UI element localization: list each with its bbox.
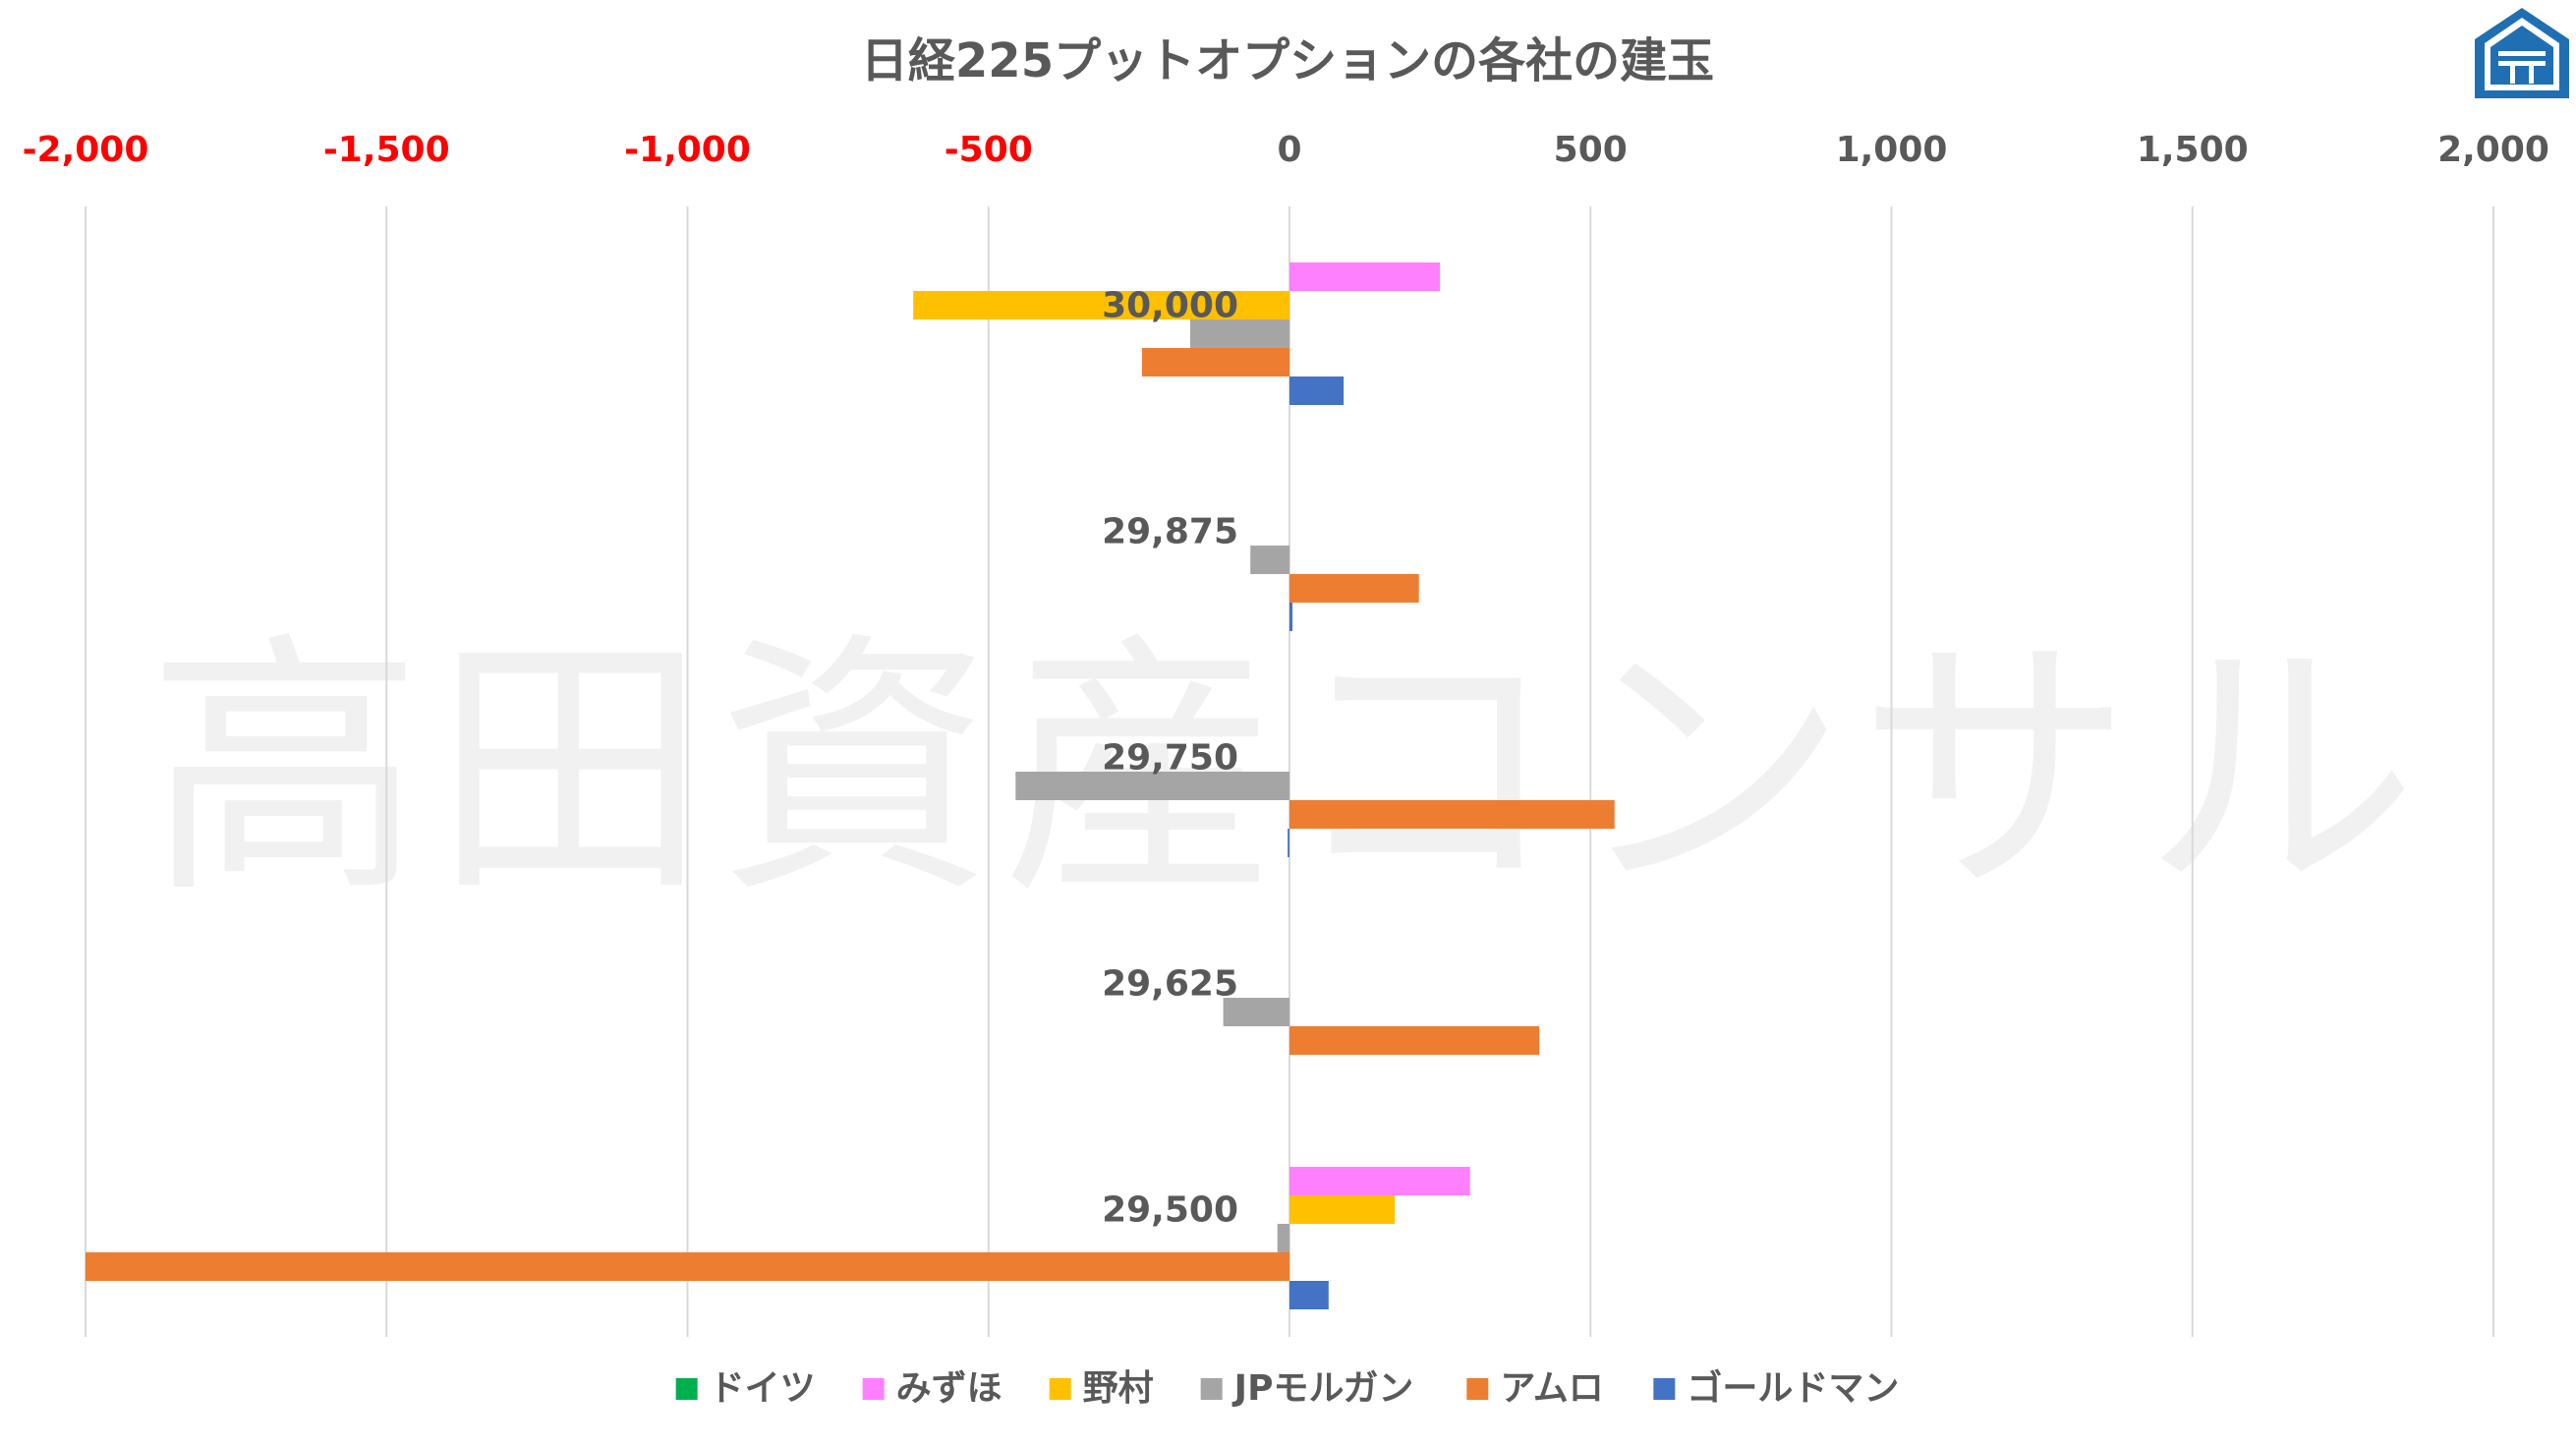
x-tick-label: -1,500 bbox=[323, 130, 450, 170]
x-tick-label: 500 bbox=[1554, 130, 1628, 170]
bar-29500-ゴールドマン bbox=[1289, 1281, 1329, 1309]
bar-30000-みずほ bbox=[1289, 262, 1441, 291]
chart-title: 日経225プットオプションの各社の建玉 bbox=[861, 33, 1714, 88]
bar-29875-JPモルガン bbox=[1250, 546, 1289, 574]
legend-swatch bbox=[675, 1378, 698, 1400]
legend-label: ドイツ bbox=[710, 1368, 816, 1409]
bar-29500-JPモルガン bbox=[1277, 1224, 1289, 1252]
bar-29750-アムロ bbox=[1289, 800, 1615, 829]
house-logo-icon bbox=[2475, 8, 2569, 98]
legend-label: みずほ bbox=[896, 1368, 1002, 1409]
x-tick-label: 2,000 bbox=[2437, 130, 2549, 170]
bar-29500-野村 bbox=[1289, 1195, 1396, 1224]
bar-29875-アムロ bbox=[1289, 574, 1419, 603]
x-axis-tick-labels: -2,000 -1,500 -1,000 -500 0 500 1,000 1,500 2,00… bbox=[23, 130, 2549, 170]
legend-swatch bbox=[1049, 1378, 1071, 1400]
bar-30000-野村 bbox=[913, 291, 1289, 319]
bar-30000-JPモルガン bbox=[1189, 319, 1289, 348]
category-labels: 30,000 29,875 29,750 29,625 29,500 bbox=[1102, 286, 1238, 1231]
category-label: 29,500 bbox=[1102, 1190, 1238, 1231]
bar-29500-アムロ bbox=[86, 1252, 1289, 1281]
legend-label: アムロ bbox=[1500, 1368, 1603, 1409]
bar-30000-アムロ bbox=[1141, 348, 1289, 376]
gridlines bbox=[85, 206, 2494, 1337]
legend-label: 野村 bbox=[1083, 1368, 1154, 1409]
category-label: 29,625 bbox=[1102, 964, 1238, 1005]
x-tick-label: 1,000 bbox=[1836, 130, 1948, 170]
category-label: 29,750 bbox=[1102, 738, 1238, 779]
legend-swatch bbox=[1200, 1378, 1223, 1400]
bar-29625-JPモルガン bbox=[1223, 998, 1289, 1026]
x-tick-label: -1,000 bbox=[624, 130, 751, 170]
bar-30000-ゴールドマン bbox=[1289, 376, 1345, 405]
category-label: 30,000 bbox=[1102, 286, 1238, 326]
bar-29625-アムロ bbox=[1289, 1026, 1540, 1055]
category-label: 29,875 bbox=[1102, 512, 1238, 552]
legend-swatch bbox=[1466, 1378, 1489, 1400]
legend-swatch bbox=[1653, 1378, 1676, 1400]
legend-label: JPモルガン bbox=[1231, 1368, 1414, 1409]
legend: ドイツ みずほ 野村 JPモルガン アムロ ゴールドマン bbox=[675, 1367, 1899, 1409]
legend-label: ゴールドマン bbox=[1687, 1367, 1899, 1409]
legend-swatch bbox=[862, 1378, 885, 1400]
watermark-text: 高田資産コンサル bbox=[147, 610, 2428, 931]
bar-29500-みずほ bbox=[1289, 1167, 1470, 1195]
x-tick-label: -500 bbox=[945, 130, 1033, 170]
x-tick-label: 0 bbox=[1277, 130, 1301, 170]
bar-29750-JPモルガン bbox=[1015, 772, 1289, 800]
bar-29875-ゴールドマン bbox=[1289, 603, 1293, 631]
x-tick-label: -2,000 bbox=[23, 130, 149, 170]
bar-29750-ゴールドマン bbox=[1288, 829, 1289, 857]
x-tick-label: 1,500 bbox=[2137, 130, 2249, 170]
bars bbox=[86, 262, 1615, 1309]
